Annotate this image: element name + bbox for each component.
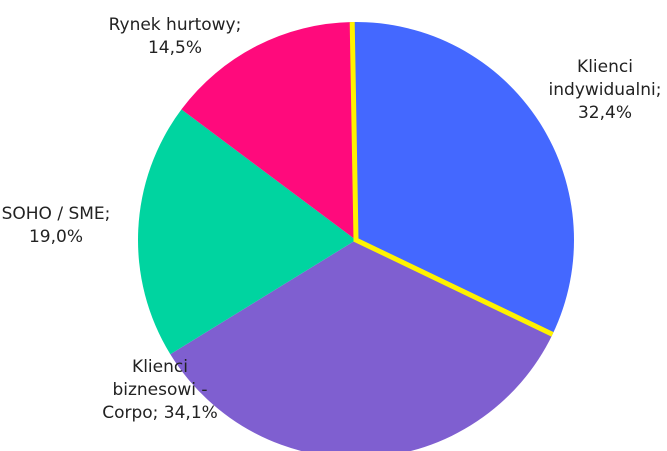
highlight-edge-klienci-indywidualni	[349, 21, 554, 337]
slice-label-line: 32,4%	[578, 103, 632, 123]
pie-slice-klienci-biznesowi	[170, 240, 553, 451]
slice-label-line: SOHO / SME;	[2, 204, 111, 224]
slice-label-klienci-indywidualni: Klienci indywidualni; 32,4%	[549, 57, 662, 123]
slice-label-line: Klienci	[577, 57, 633, 77]
slice-label-line: biznesowi -	[112, 380, 207, 400]
pie-slice-klienci-indywidualni	[352, 21, 574, 335]
slice-label-line: indywidualni;	[549, 80, 662, 100]
slice-label-line: 19,0%	[29, 227, 83, 247]
pie-slices	[137, 21, 574, 451]
slice-label-line: Rynek hurtowy;	[109, 15, 242, 35]
pie-slice-rynek-hurtowy	[181, 22, 356, 241]
slice-label-klienci-biznesowi: Klienci biznesowi - Corpo; 34,1%	[102, 357, 218, 423]
pie-highlight-outline	[349, 21, 554, 337]
slice-label-soho-sme: SOHO / SME; 19,0%	[2, 204, 111, 247]
pie-slice-soho-sme	[137, 109, 356, 355]
slice-label-rynek-hurtowy: Rynek hurtowy; 14,5%	[109, 15, 242, 58]
slice-label-line: 14,5%	[148, 38, 202, 58]
slice-label-line: Corpo; 34,1%	[102, 403, 218, 423]
slice-label-line: Klienci	[132, 357, 188, 377]
pie-labels: Klienci indywidualni; 32,4% Klienci biznesow…	[2, 15, 662, 423]
